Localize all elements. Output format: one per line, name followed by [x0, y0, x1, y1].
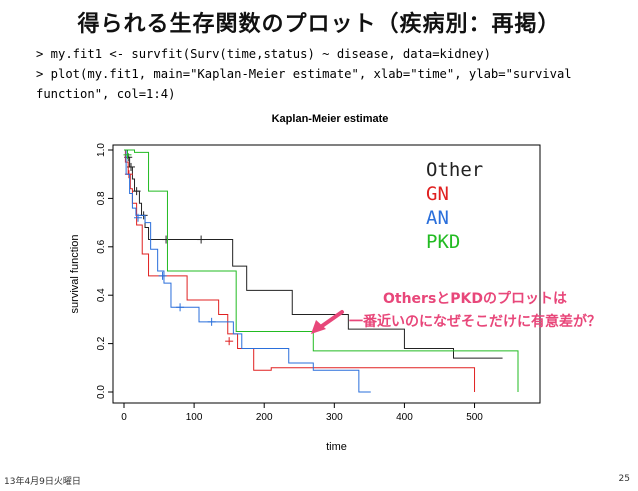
x-tick-label: 400: [396, 412, 413, 423]
code-line-1: > my.fit1 <- survfit(Surv(time,status) ~…: [36, 47, 491, 61]
y-axis-label: survival function: [69, 235, 81, 314]
x-tick-label: 200: [256, 412, 273, 423]
r-code-block: > my.fit1 <- survfit(Surv(time,status) ~…: [36, 44, 616, 104]
y-tick-label: 0.8: [96, 191, 107, 205]
legend-other: Other: [426, 159, 484, 181]
plot-frame: [112, 144, 541, 404]
x-tick-label: 100: [186, 412, 203, 423]
y-tick-label: 0.2: [96, 336, 107, 350]
chart-title: Kaplan-Meier estimate: [271, 113, 389, 125]
y-tick-label: 1.0: [96, 143, 107, 157]
code-line-2: > plot(my.fit1, main="Kaplan-Meier estim…: [36, 67, 572, 81]
slide-title: 得られる生存関数のプロット（疾病別：再掲）: [77, 12, 561, 37]
x-tick-label: 300: [326, 412, 343, 423]
annotation-arrowhead: [311, 320, 326, 334]
x-axis-label: time: [326, 441, 347, 453]
series-line-an: [124, 149, 371, 393]
legend-pkd: PKD: [426, 231, 461, 253]
legend-gn: GN: [426, 183, 449, 205]
y-tick-label: 0.4: [96, 288, 107, 302]
x-tick-label: 500: [466, 412, 483, 423]
annotation-line-2: 一番近いのになぜそこだけに有意差が？: [349, 314, 601, 330]
footer-date: 13年4月9日火曜日: [4, 477, 81, 487]
annotation-arrow: [320, 310, 344, 328]
y-tick-label: 0.0: [96, 385, 107, 399]
page-number: 25: [618, 474, 630, 484]
legend-an: AN: [426, 207, 449, 229]
series-line-pkd: [124, 149, 519, 392]
annotation-line-1: OthersとPKDのプロットは: [382, 291, 568, 307]
x-tick-label: 0: [121, 412, 127, 423]
code-line-3: function", col=1:4): [36, 87, 176, 101]
legend-overlay: Other GN AN PKD: [426, 158, 483, 254]
y-tick-label: 0.6: [96, 239, 107, 253]
annotation-text: OthersとPKDのプロットは 一番近いのになぜそこだけに有意差が？: [340, 288, 610, 334]
